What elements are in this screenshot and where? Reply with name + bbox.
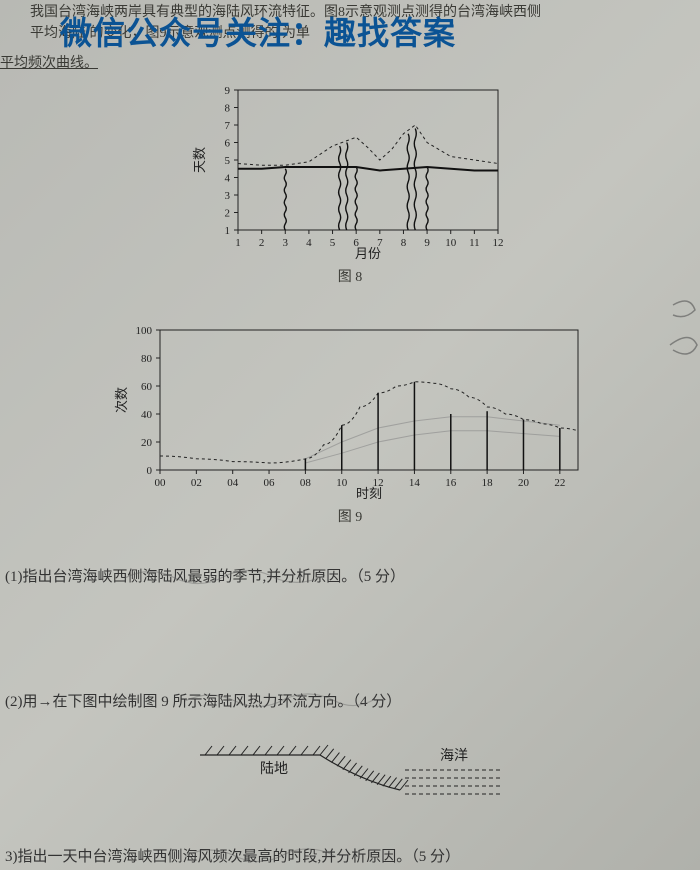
watermark-text: 微信公众号关注：趣找答案 (60, 8, 456, 54)
svg-text:陆地: 陆地 (260, 761, 288, 777)
chart-9-svg: 020406080100000204060810121416182022时刻次数 (110, 320, 590, 500)
svg-text:20: 20 (141, 437, 153, 449)
svg-text:06: 06 (264, 477, 276, 489)
svg-text:10: 10 (445, 237, 457, 249)
svg-text:天数: 天数 (192, 147, 207, 173)
land-sea-diagram: 陆地 海洋 (190, 720, 510, 820)
svg-text:海洋: 海洋 (440, 748, 468, 764)
svg-text:08: 08 (300, 477, 312, 489)
svg-text:9: 9 (424, 237, 430, 249)
svg-text:7: 7 (225, 120, 231, 132)
svg-text:02: 02 (191, 477, 202, 489)
scribble-1 (120, 560, 340, 590)
scribble-2 (180, 685, 380, 715)
intro-line3: 平均频次曲线。 (0, 52, 98, 72)
svg-text:22: 22 (554, 477, 565, 489)
svg-text:80: 80 (141, 353, 153, 365)
svg-text:20: 20 (518, 477, 530, 489)
margin-handwriting (665, 290, 700, 380)
svg-text:2: 2 (225, 208, 231, 220)
chart-9-caption: 图 9 (110, 506, 590, 526)
svg-text:3: 3 (225, 190, 231, 202)
svg-text:3: 3 (283, 237, 289, 249)
svg-text:月份: 月份 (355, 246, 381, 260)
svg-text:4: 4 (225, 173, 231, 185)
svg-text:0: 0 (147, 465, 153, 477)
svg-text:9: 9 (225, 85, 231, 97)
svg-text:时刻: 时刻 (356, 486, 382, 500)
svg-text:8: 8 (225, 103, 231, 115)
svg-text:2: 2 (259, 237, 265, 249)
svg-text:5: 5 (330, 237, 336, 249)
question-1: (1)指出台湾海峡西侧海陆风最弱的季节,并分析原因。（5 分） (5, 565, 680, 586)
land-sea-svg: 陆地 海洋 (190, 720, 510, 820)
svg-text:14: 14 (409, 477, 421, 489)
chart-8: 123456789123456789101112月份天数 图 8 (190, 80, 510, 286)
svg-text:16: 16 (445, 477, 457, 489)
svg-text:100: 100 (136, 325, 153, 337)
svg-text:1: 1 (235, 237, 241, 249)
svg-text:00: 00 (155, 477, 167, 489)
svg-text:4: 4 (306, 237, 312, 249)
chart-8-caption: 图 8 (190, 266, 510, 286)
chart-9: 020406080100000204060810121416182022时刻次数… (110, 320, 590, 526)
svg-text:12: 12 (493, 237, 504, 249)
scribble-3 (180, 840, 360, 870)
svg-text:18: 18 (482, 477, 494, 489)
svg-text:1: 1 (225, 225, 231, 237)
svg-text:60: 60 (141, 381, 153, 393)
svg-text:40: 40 (141, 409, 153, 421)
svg-text:10: 10 (336, 477, 348, 489)
svg-text:11: 11 (469, 237, 480, 249)
svg-text:5: 5 (225, 155, 231, 167)
svg-text:次数: 次数 (114, 387, 129, 413)
svg-text:8: 8 (401, 237, 407, 249)
svg-text:6: 6 (225, 138, 231, 150)
svg-text:04: 04 (227, 477, 239, 489)
exam-page: 我国台湾海峡两岸具有典型的海陆风环流特征。图8示意观测点测得的台湾海峡西侧 平均… (0, 0, 700, 870)
chart-8-svg: 123456789123456789101112月份天数 (190, 80, 510, 260)
